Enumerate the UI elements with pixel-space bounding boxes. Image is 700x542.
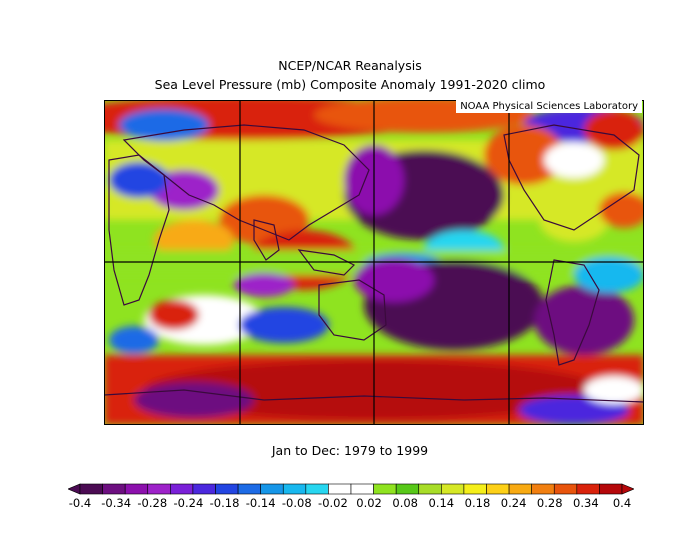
colorbar-swatch [170,483,194,495]
colorbar-swatch [215,483,239,495]
colorbar-swatch [260,483,284,495]
colorbar-tick-label: -0.02 [318,496,348,510]
chart-subtitle: Sea Level Pressure (mb) Composite Anomal… [154,77,546,92]
colorbar-swatch [508,483,532,495]
colorbar-swatch [79,483,103,495]
colorbar-tick-label: 0.08 [392,496,418,510]
colorbar-tick-label: 0.24 [501,496,527,510]
colorbar-swatch [147,483,171,495]
colorbar-max-arrow [621,483,635,495]
colorbar-tick-label: -0.28 [137,496,167,510]
colorbar-tick-label: 0.28 [537,496,563,510]
colorbar-swatch [328,483,352,495]
colorbar-tick-label: -0.4 [69,496,91,510]
colorbar-min-arrow [67,483,81,495]
colorbar-tick-label: 0.34 [573,496,599,510]
anomaly-map: NOAA Physical Sciences Laboratory [104,100,644,425]
colorbar-swatch [192,483,216,495]
colorbar-tick-label: -0.18 [210,496,240,510]
colorbar-swatch [237,483,261,495]
colorbar-swatch [395,483,420,495]
colorbar-swatch [305,483,329,495]
credit-label: NOAA Physical Sciences Laboratory [456,100,642,113]
colorbar-swatch [486,483,510,495]
chart-title: NCEP/NCAR Reanalysis [278,58,422,73]
colorbar-tick-label: 0.02 [356,496,382,510]
colorbar-tick-label: -0.14 [246,496,276,510]
colorbar-boxes [67,483,635,495]
colorbar-swatch [463,483,487,495]
coastlines [104,124,644,403]
colorbar-swatch [418,483,442,495]
colorbar: -0.4 -0.34 -0.28 -0.24 -0.18 -0.14 -0.08 -0.02 0… [67,480,635,520]
colorbar-tick-label: 0.14 [429,496,455,510]
colorbar-labels: -0.4 -0.34 -0.28 -0.24 -0.18 -0.14 -0.08 -0.02 0… [69,496,631,510]
time-period-label: Jan to Dec: 1979 to 1999 [271,443,429,458]
colorbar-swatch [124,483,149,495]
colorbar-swatch [441,483,465,495]
grid-lines [104,100,644,425]
colorbar-swatch [599,483,623,495]
colorbar-tick-label: 0.4 [613,496,631,510]
colorbar-swatch [576,483,600,495]
colorbar-tick-label: -0.34 [101,496,131,510]
colorbar-tick-label: 0.18 [465,496,491,510]
map-frame [104,100,644,425]
map-canvas [104,100,644,425]
colorbar-swatch [553,483,578,495]
colorbar-swatch [282,483,307,495]
colorbar-swatch [373,483,397,495]
colorbar-svg: -0.4 -0.34 -0.28 -0.24 -0.18 -0.14 -0.08 -0.02 0… [67,483,635,510]
colorbar-swatch [531,483,555,495]
colorbar-swatch [350,483,374,495]
colorbar-tick-label: -0.24 [174,496,204,510]
colorbar-swatch [102,483,126,495]
colorbar-tick-label: -0.08 [282,496,312,510]
